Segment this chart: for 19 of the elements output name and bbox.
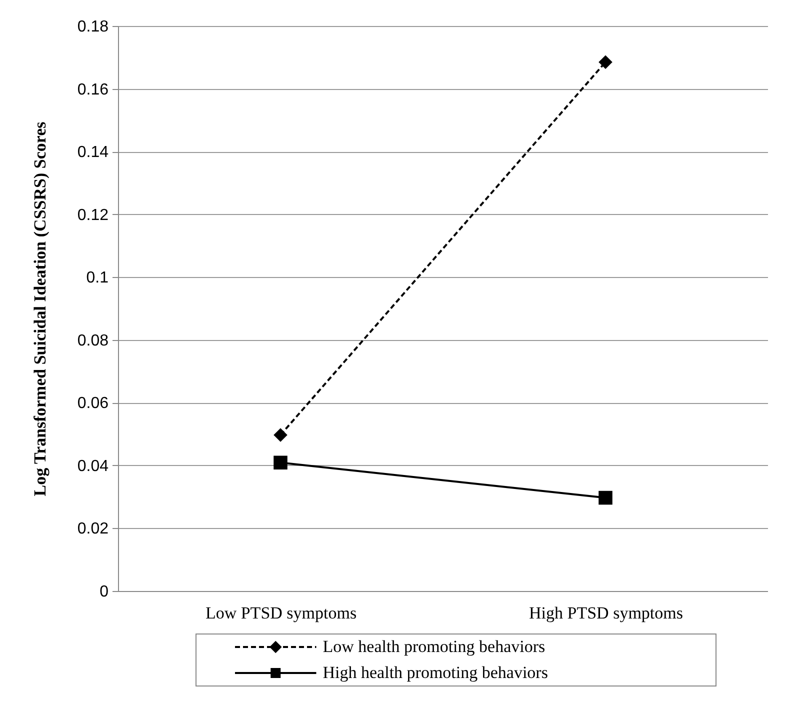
y-tick-label: 0.04 bbox=[77, 458, 109, 475]
point bbox=[598, 490, 612, 505]
y-tick-label: 0.1 bbox=[86, 270, 109, 287]
x-tick-label: High PTSD symptoms bbox=[529, 604, 683, 622]
x-tick-label: Low PTSD symptoms bbox=[205, 604, 357, 622]
point bbox=[598, 55, 612, 69]
y-tick-label: 0 bbox=[100, 584, 109, 600]
legend-label: Low health promoting behaviors bbox=[322, 637, 546, 656]
y-tick-label: 0.08 bbox=[77, 332, 109, 350]
y-tick-label: 0.16 bbox=[77, 81, 109, 98]
point bbox=[274, 428, 288, 442]
y-tick-label: 0.14 bbox=[77, 144, 109, 162]
y-tick-label: 0.06 bbox=[77, 395, 109, 412]
point bbox=[274, 456, 288, 470]
y-tick-label: 0.18 bbox=[77, 18, 109, 36]
legend-label: High health promoting behaviors bbox=[322, 663, 548, 682]
y-axis-title: Log Transformed Suicidal Ideation (CSSRS) Scores bbox=[30, 121, 50, 496]
y-tick-label: 0.02 bbox=[77, 520, 109, 538]
y-tick-label: 0.12 bbox=[77, 206, 109, 224]
